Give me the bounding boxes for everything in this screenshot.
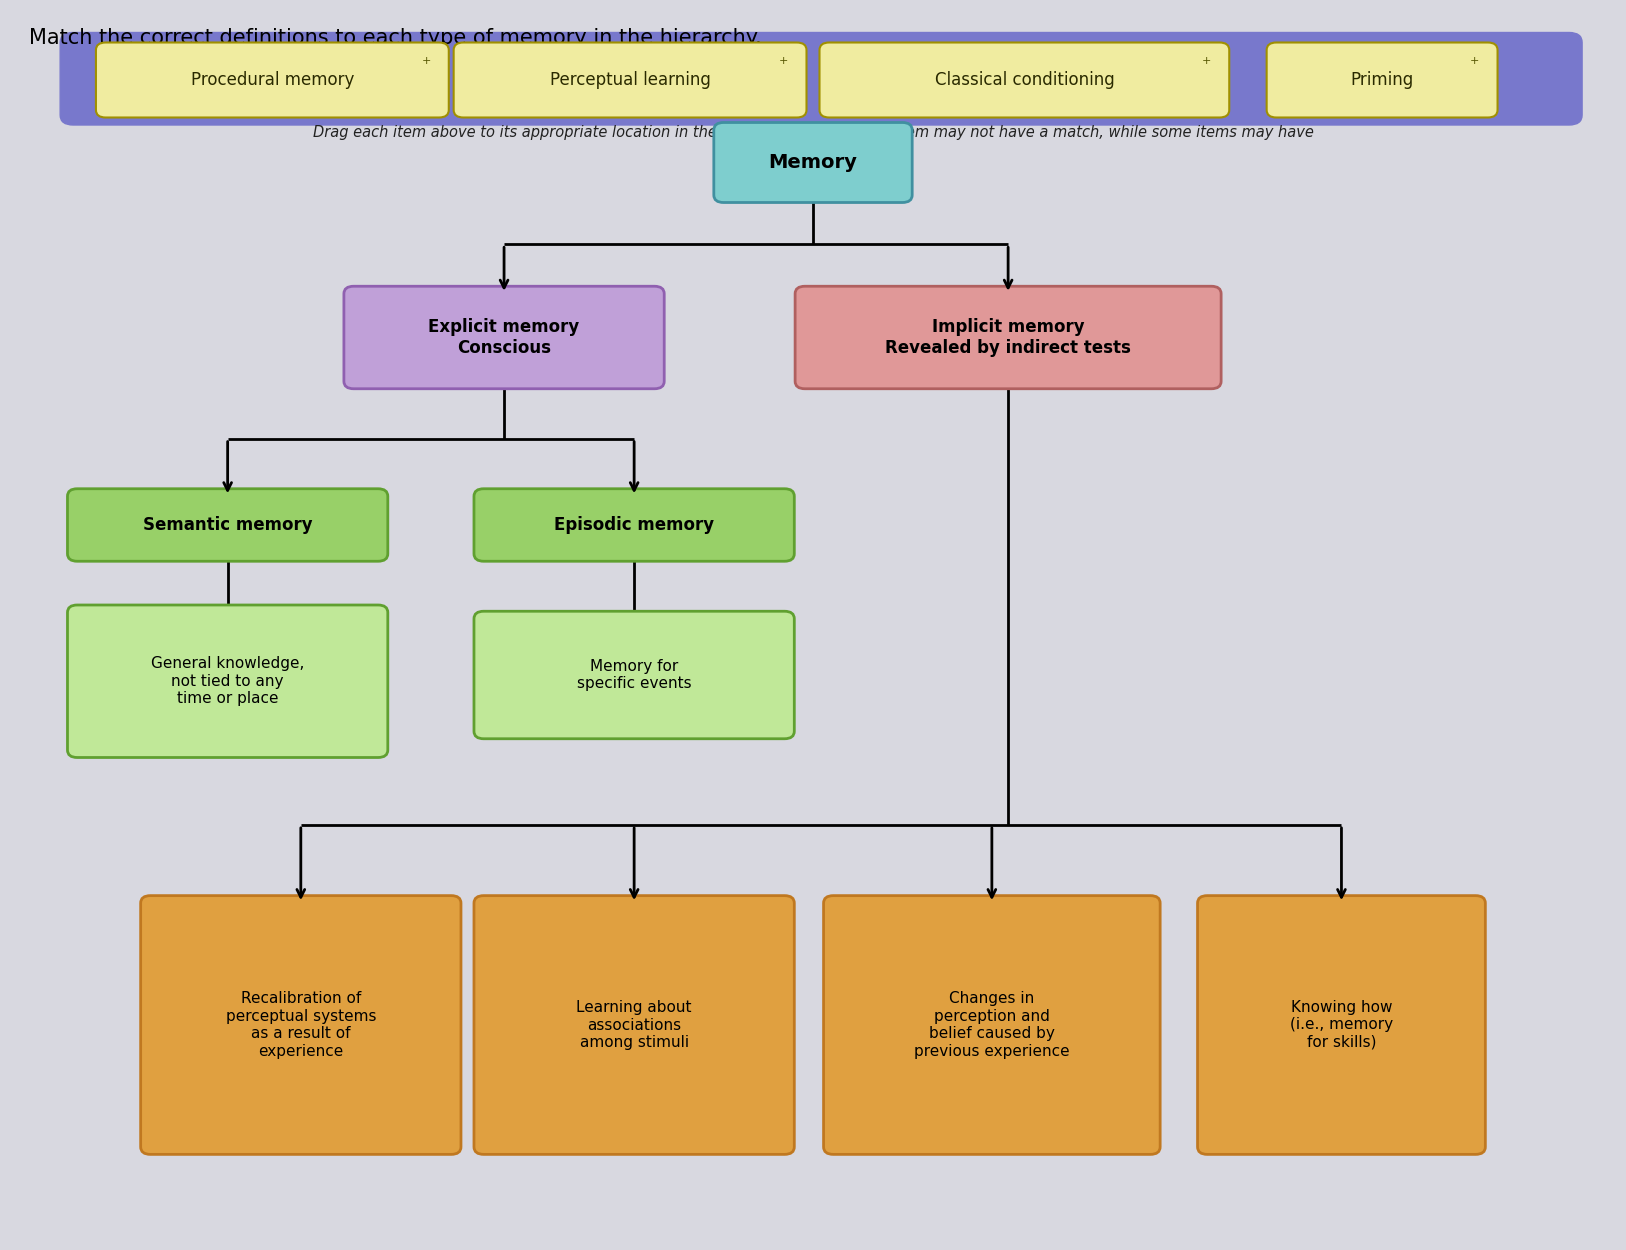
Text: Memory for
specific events: Memory for specific events	[577, 659, 691, 691]
FancyBboxPatch shape	[714, 122, 912, 202]
Text: +: +	[421, 56, 431, 66]
Text: Memory: Memory	[769, 152, 857, 173]
Text: Perceptual learning: Perceptual learning	[550, 71, 711, 89]
Text: Learning about
associations
among stimuli: Learning about associations among stimul…	[576, 1000, 693, 1050]
FancyBboxPatch shape	[475, 489, 793, 561]
Text: Semantic memory: Semantic memory	[143, 516, 312, 534]
FancyBboxPatch shape	[475, 895, 793, 1155]
FancyBboxPatch shape	[140, 895, 462, 1155]
FancyBboxPatch shape	[795, 286, 1221, 389]
Text: Knowing how
(i.e., memory
for skills): Knowing how (i.e., memory for skills)	[1289, 1000, 1393, 1050]
Text: General knowledge,
not tied to any
time or place: General knowledge, not tied to any time …	[151, 656, 304, 706]
FancyBboxPatch shape	[68, 489, 389, 561]
Text: Changes in
perception and
belief caused by
previous experience: Changes in perception and belief caused …	[914, 991, 1070, 1059]
Text: Implicit memory
Revealed by indirect tests: Implicit memory Revealed by indirect tes…	[885, 318, 1132, 357]
FancyBboxPatch shape	[345, 286, 663, 389]
FancyBboxPatch shape	[454, 42, 806, 118]
FancyBboxPatch shape	[820, 42, 1229, 118]
FancyBboxPatch shape	[68, 605, 389, 758]
Text: Priming: Priming	[1351, 71, 1413, 89]
Text: Classical conditioning: Classical conditioning	[935, 71, 1114, 89]
Text: +: +	[779, 56, 789, 66]
Text: Drag each item above to its appropriate location in the image. Note that every i: Drag each item above to its appropriate …	[312, 125, 1314, 161]
Text: Procedural memory: Procedural memory	[190, 71, 354, 89]
FancyBboxPatch shape	[60, 32, 1582, 125]
Text: Match the correct definitions to each type of memory in the hierarchy.: Match the correct definitions to each ty…	[29, 28, 763, 48]
FancyBboxPatch shape	[1267, 42, 1498, 118]
Text: Recalibration of
perceptual systems
as a result of
experience: Recalibration of perceptual systems as a…	[226, 991, 376, 1059]
Text: Explicit memory
Conscious: Explicit memory Conscious	[428, 318, 580, 357]
Text: +: +	[1202, 56, 1211, 66]
FancyBboxPatch shape	[823, 895, 1161, 1155]
Text: Episodic memory: Episodic memory	[554, 516, 714, 534]
FancyBboxPatch shape	[475, 611, 793, 739]
Text: +: +	[1470, 56, 1480, 66]
FancyBboxPatch shape	[96, 42, 449, 118]
FancyBboxPatch shape	[1197, 895, 1486, 1155]
